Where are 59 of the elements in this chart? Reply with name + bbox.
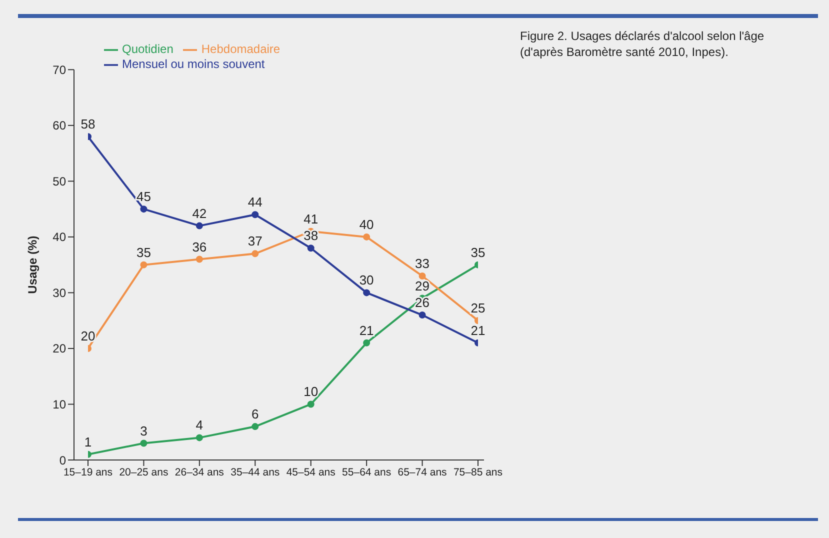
data-label: 58 [80,116,96,132]
x-tick-label: 20–25 ans [119,466,168,478]
data-label: 30 [359,272,374,288]
point [196,434,203,442]
y-tick-label: 0 [59,453,66,468]
data-label: 21 [470,322,486,338]
data-label: 10 [304,384,318,400]
y-tick-label: 20 [52,342,66,356]
data-label: 45 [136,189,151,204]
point [418,312,426,319]
data-label: 21 [359,322,374,338]
point [363,233,370,240]
data-label: 37 [248,234,262,249]
point [307,244,314,252]
point [363,339,370,346]
y-tick-label: 50 [52,174,66,188]
text: Figure 2. Usages déclarés d'alcool selon l'âge (d'après Baromètre santé 2010, Inpes). [520,28,766,60]
data-label: 35 [470,244,486,260]
point [140,206,148,213]
x-tick-label: 75–85 ans [453,466,503,478]
data-label: 35 [136,244,151,260]
y-tick-label: 30 [52,286,66,300]
data-label: 1 [84,434,92,450]
point [363,289,370,296]
point [252,211,259,218]
point [418,272,426,280]
legend-label: Hebdomadaire [201,42,280,56]
x-tick-label: 26–34 ans [174,466,224,478]
data-label: 41 [304,211,318,226]
data-label: 4 [196,418,204,433]
x-tick-label: 65–74 ans [398,466,447,478]
data-label: 40 [359,216,374,232]
y-tick-label: 60 [52,118,66,133]
point [196,256,203,263]
data-label: 42 [192,206,207,221]
data-label: 3 [140,423,148,438]
y-tick-label: 40 [52,230,66,244]
point [140,440,148,447]
y-axis-title: Usage (%) [25,236,40,294]
legend-label: Quotidien [122,42,174,56]
point [196,222,203,230]
point [252,423,259,430]
data-label: 29 [415,278,430,294]
x-tick-label: 35–44 ans [230,466,280,478]
x-tick-label: 45–54 ans [286,466,336,478]
legend-label: Mensuel ou moins souvent [122,56,265,71]
data-label: 36 [192,239,207,254]
data-label: 6 [252,406,259,422]
y-tick-label: 70 [52,62,66,77]
data-label: 25 [470,300,486,316]
y-tick-label: 10 [52,397,66,412]
point [252,250,259,258]
x-tick-label: 55–64 ans [342,466,392,478]
point [307,400,314,408]
x-tick-label: 15–19 ans [63,466,113,478]
data-label: 44 [248,194,262,210]
data-label: 33 [415,256,430,271]
data-label: 20 [80,328,96,344]
point [140,261,148,268]
